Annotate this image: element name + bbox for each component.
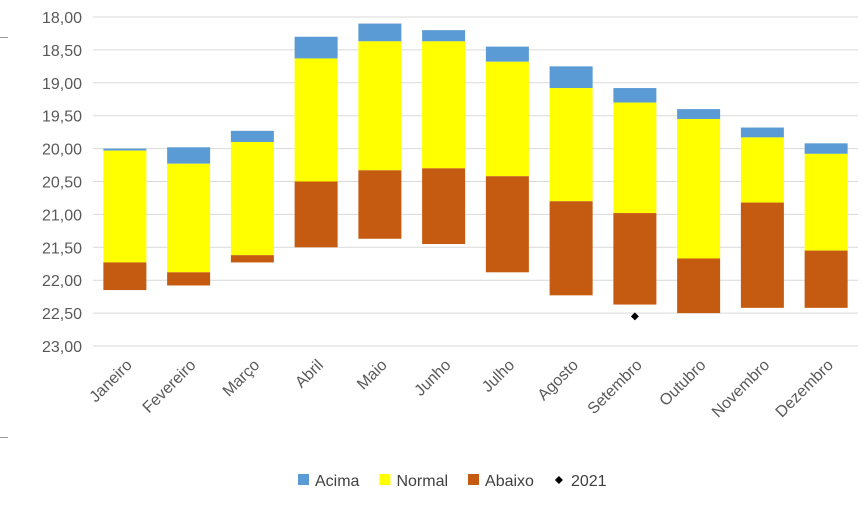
bar-abaixo-marco <box>230 255 274 263</box>
bar-normal-abril <box>294 58 338 182</box>
bar-abaixo-dezembro <box>804 250 848 308</box>
markers <box>630 312 639 321</box>
edge-mark-bottom <box>0 437 8 438</box>
legend-label-normal: Normal <box>396 473 448 490</box>
legend-swatch-abaixo <box>468 474 480 485</box>
marker-2021-setembro <box>630 312 639 321</box>
bar-abaixo-novembro <box>740 202 784 308</box>
x-tick-label-dezembro: Dezembro <box>773 357 837 421</box>
bar-acima-maio <box>358 23 402 42</box>
bar-normal-setembro <box>613 102 657 214</box>
edge-mark-top <box>0 37 8 38</box>
bar-acima-fevereiro <box>167 147 211 164</box>
x-tick-label-janeiro: Janeiro <box>87 357 136 406</box>
bar-abaixo-maio <box>358 170 402 239</box>
bar-abaixo-fevereiro <box>167 272 211 286</box>
bars <box>103 23 848 314</box>
bar-acima-novembro <box>740 127 784 138</box>
y-tick-label: 18,50 <box>42 43 82 60</box>
bar-acima-marco <box>230 130 274 143</box>
gridlines <box>93 16 858 347</box>
x-tick-label-agosto: Agosto <box>535 357 582 404</box>
x-tick-label-marco: Março <box>220 357 264 401</box>
x-tick-label-junho: Junho <box>412 357 455 400</box>
legend: Acima Normal Abaixo 2021 <box>298 473 607 490</box>
y-tick-label: 20,00 <box>42 142 82 159</box>
bar-acima-setembro <box>613 88 657 103</box>
bar-normal-maio <box>358 41 402 171</box>
bar-abaixo-junho <box>422 168 466 245</box>
x-tick-label-maio: Maio <box>354 357 391 394</box>
bar-normal-julho <box>485 61 529 177</box>
y-tick-label: 19,50 <box>42 109 82 126</box>
x-tick-label-outubro: Outubro <box>657 357 710 410</box>
legend-swatch-2021 <box>554 476 563 484</box>
legend-label-2021: 2021 <box>571 473 607 490</box>
y-tick-label: 21,00 <box>42 207 82 224</box>
bar-normal-marco <box>230 142 274 256</box>
x-axis-category-labels: Janeiro Fevereiro Março Abril Maio Junho Julho… <box>87 357 837 421</box>
legend-swatch-normal <box>379 474 391 485</box>
y-tick-label: 20,50 <box>42 175 82 192</box>
bar-acima-janeiro <box>103 148 147 151</box>
bar-normal-outubro <box>677 118 721 259</box>
y-tick-label: 18,00 <box>42 10 82 27</box>
bar-acima-julho <box>485 46 529 62</box>
bar-acima-dezembro <box>804 143 848 154</box>
x-tick-label-abril: Abril <box>292 357 327 392</box>
x-tick-label-setembro: Setembro <box>585 357 646 418</box>
x-tick-label-julho: Julho <box>479 357 518 396</box>
bar-abaixo-julho <box>485 176 529 273</box>
bar-abaixo-setembro <box>613 213 657 305</box>
bar-abaixo-abril <box>294 181 338 248</box>
bar-acima-outubro <box>677 109 721 119</box>
x-tick-label-fevereiro: Fevereiro <box>140 357 200 417</box>
bar-normal-novembro <box>740 137 784 203</box>
bar-normal-dezembro <box>804 153 848 251</box>
legend-label-acima: Acima <box>315 473 360 490</box>
bar-normal-janeiro <box>103 150 147 263</box>
bar-acima-agosto <box>549 66 593 89</box>
bar-acima-abril <box>294 36 338 59</box>
bar-abaixo-janeiro <box>103 262 147 291</box>
y-tick-label: 22,00 <box>42 273 82 290</box>
y-axis-tick-labels: 18,00 18,50 19,00 19,50 20,00 20,50 21,00 21,50… <box>42 10 82 356</box>
bar-normal-agosto <box>549 88 593 202</box>
bar-acima-junho <box>422 30 466 42</box>
x-tick-label-novembro: Novembro <box>709 357 773 421</box>
y-tick-label: 21,50 <box>42 240 82 257</box>
y-tick-label: 19,00 <box>42 76 82 93</box>
y-tick-label: 23,00 <box>42 339 82 356</box>
bar-abaixo-agosto <box>549 201 593 296</box>
bar-normal-fevereiro <box>167 163 211 273</box>
legend-label-abaixo: Abaixo <box>485 473 534 490</box>
y-tick-label: 22,50 <box>42 306 82 323</box>
bar-abaixo-outubro <box>677 258 721 314</box>
bar-normal-junho <box>422 41 466 169</box>
legend-swatch-acima <box>298 474 309 485</box>
